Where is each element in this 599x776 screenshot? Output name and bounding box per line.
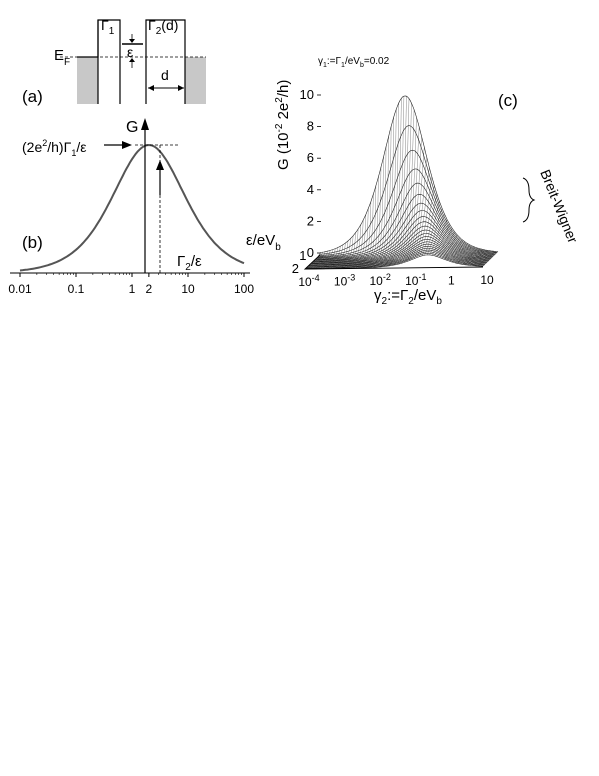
c-z-tick-label: 4 (307, 182, 314, 197)
panel-b-tag: (b) (22, 233, 43, 252)
b-ylabel: G (126, 119, 138, 136)
c-y-ticks: 12 (292, 248, 307, 276)
c-eps-label: ε/eVb (246, 232, 281, 253)
c-x-tick-label: 1 (448, 273, 455, 287)
c-z-tick-label: 8 (307, 119, 314, 134)
c-z-tick-label: 10 (300, 87, 314, 102)
c-grid-line-w (317, 168, 497, 257)
c-y-tick-label: 1 (299, 248, 306, 263)
b-xlabel: Γ2/ε (177, 253, 202, 273)
c-xlabel: γ2:=Γ2/eVb (374, 287, 442, 307)
c-grid-line-w (315, 202, 494, 259)
panel-a: (a) ε Γ1 Γ2(d) EF d (22, 17, 206, 106)
c-y-tick-label: 2 (292, 261, 299, 276)
b-x-tick-label: 0.1 (68, 282, 85, 296)
c-grid-line-w (306, 251, 485, 268)
c-z-tick-label: 0 (307, 245, 314, 260)
gamma1-label: Γ1 (101, 17, 115, 37)
c-param: γ1:=Γ1/eVb=0.02 (318, 56, 390, 69)
c-base-frame (303, 254, 484, 270)
b-peak-label: (2e2/h)Γ1/ε (22, 138, 86, 158)
right-electrode (185, 57, 206, 104)
b-x-tick-label: 2 (146, 282, 153, 296)
c-x-tick-label: 10-3 (334, 273, 355, 289)
c-z-ticks: 0 2 4 6 8 10 (300, 87, 321, 260)
b-x-tick-label: 0.01 (8, 282, 32, 296)
c-grid-line-w (309, 243, 488, 266)
c-z-tick-label: 2 (307, 213, 314, 228)
c-grid-line-w (319, 125, 498, 255)
gamma2-label: Γ2(d) (148, 17, 178, 37)
c-grid-line-w (315, 210, 494, 260)
b-ticks: 0.01 0.1 1 2 10 100 (8, 273, 254, 296)
c-surface (303, 95, 499, 270)
c-grid-line-w (310, 239, 489, 265)
c-grid-line-w (314, 216, 493, 261)
c-z-tick-label: 6 (307, 150, 314, 165)
b-x-tick-label: 1 (129, 282, 136, 296)
c-grid-line-u (416, 176, 433, 258)
c-x-tick-label: 10 (480, 273, 494, 287)
c-grid-line-w (319, 95, 499, 253)
c-grid-line-w (305, 253, 484, 269)
panel-b: (b) 0.01 0.1 1 2 10 100 G (2e2/h)Γ1/ε Γ2/ε (8, 118, 254, 296)
c-x-tick-label: 10-4 (298, 273, 319, 289)
c-grid-line-w (307, 249, 486, 268)
c-x-ticks: 10-4 10-3 10-2 10-1 1 10 (298, 272, 494, 289)
width-label: d (161, 67, 169, 83)
fermi-label: EF (54, 47, 70, 68)
b-x-tick-label: 10 (181, 282, 195, 296)
epsilon-label: ε (127, 44, 133, 60)
c-grid-line-w (312, 229, 491, 263)
panel-a-tag: (a) (22, 87, 43, 106)
bw-label: Breit-Wigner (537, 167, 581, 245)
c-grid-line-w (307, 247, 486, 267)
c-grid-line-w (317, 182, 496, 258)
b-conductance-curve (19, 143, 245, 272)
b-x-tick-label: 100 (234, 282, 254, 296)
c-grid-line-w (313, 221, 492, 261)
c-zlabel: G (10-2 2e2/h) (274, 80, 292, 170)
c-grid-line-w (313, 225, 492, 262)
c-grid-line-w (316, 193, 495, 259)
c-x-tick-label: 10-1 (405, 272, 426, 288)
c-grid-line-w (318, 149, 497, 256)
bw-brace (522, 177, 536, 223)
c-grid-line-w (308, 245, 487, 267)
c-grid-line-u (363, 176, 379, 269)
c-grid-line-u (386, 98, 402, 267)
left-electrode (77, 57, 98, 104)
c-grid-line-w (311, 233, 490, 263)
c-x-tick-label: 10-2 (370, 272, 391, 288)
c-grid-line-w (311, 236, 490, 264)
right-barrier (145, 19, 186, 104)
panel-c-tag: (c) (498, 91, 518, 110)
c-grid-line-w (309, 241, 488, 265)
